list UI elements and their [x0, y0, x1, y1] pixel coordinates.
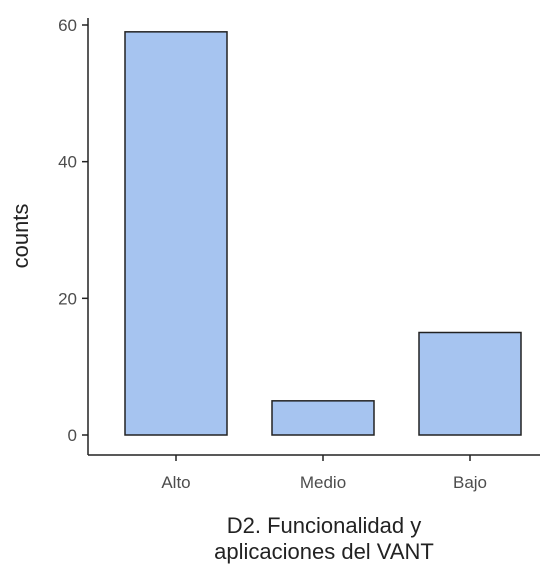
- y-tick-label: 40: [58, 153, 77, 172]
- bars: [124, 31, 522, 436]
- x-tick-label-medio: Medio: [300, 473, 346, 492]
- x-axis-ticks: Alto Medio Bajo: [161, 455, 487, 492]
- x-axis-title-line-2: aplicaciones del VANT: [214, 539, 434, 564]
- y-tick-label: 20: [58, 289, 77, 308]
- x-axis-title-line-1: D2. Funcionalidad y: [227, 513, 421, 538]
- bar-bajo: [418, 331, 522, 436]
- y-axis-title: counts: [8, 204, 33, 269]
- bar-alto: [124, 31, 228, 436]
- x-tick-label-bajo: Bajo: [453, 473, 487, 492]
- y-tick-label: 0: [68, 426, 77, 445]
- y-tick-label: 60: [58, 16, 77, 35]
- y-axis-ticks: 0 20 40 60: [58, 16, 88, 445]
- bar-medio: [271, 400, 375, 436]
- x-tick-label-alto: Alto: [161, 473, 190, 492]
